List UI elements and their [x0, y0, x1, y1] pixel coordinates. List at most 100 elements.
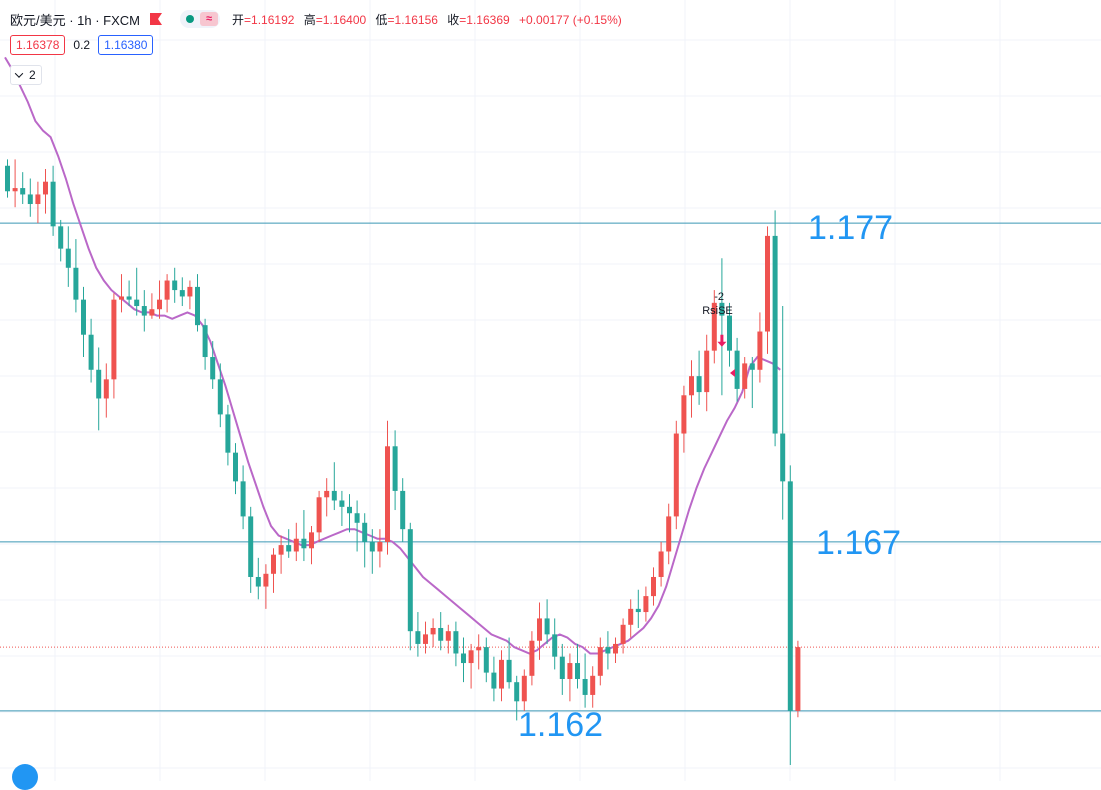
moving-average-layer	[4, 56, 781, 655]
candle-body	[468, 650, 474, 664]
candle-body	[658, 551, 664, 577]
change-value: +0.00177 (+0.15%)	[519, 12, 622, 27]
candle-body	[719, 302, 725, 316]
candle-body	[795, 647, 801, 711]
candle-body	[575, 663, 580, 679]
candle	[673, 420, 679, 530]
candle-body	[407, 529, 413, 632]
symbol-title[interactable]: 欧元/美元 · 1h · FXCM	[10, 12, 141, 28]
candle	[217, 363, 223, 428]
candle	[461, 637, 466, 683]
candle-body	[476, 647, 482, 651]
candle	[392, 430, 398, 511]
candle	[423, 621, 428, 654]
candle	[286, 529, 292, 558]
candle-body	[780, 433, 786, 482]
candle	[438, 612, 444, 651]
candle	[499, 650, 504, 702]
candle	[301, 510, 307, 562]
indicators-toggle-button[interactable]: 2	[10, 65, 42, 85]
candle	[582, 653, 588, 708]
candle	[689, 360, 694, 418]
candle	[81, 286, 86, 358]
candle	[362, 513, 368, 568]
candle	[347, 494, 352, 533]
candle-body	[377, 541, 383, 552]
candle-body	[331, 490, 337, 501]
candle-body	[5, 165, 10, 192]
candle	[468, 643, 474, 689]
candle	[407, 522, 413, 651]
candle-body	[149, 309, 155, 316]
candle	[187, 280, 193, 310]
candle	[377, 529, 383, 568]
candle-body	[438, 627, 444, 641]
candle-body	[734, 350, 740, 389]
candle-body	[73, 267, 79, 300]
candle-body	[263, 573, 269, 587]
signal-annotation[interactable]: -2 RsiSE	[702, 291, 735, 377]
candle-body	[65, 248, 71, 268]
candle	[711, 290, 717, 364]
candle-body	[286, 545, 292, 552]
candle	[179, 277, 185, 307]
candles-layer	[5, 159, 801, 766]
open-value: =1.16192	[244, 12, 295, 27]
wave-icon[interactable]: ≈	[200, 12, 219, 26]
flag-icon[interactable]	[150, 13, 163, 25]
candle	[263, 564, 269, 609]
candle	[445, 624, 451, 654]
candle	[172, 267, 178, 303]
low-label: 低	[375, 12, 388, 27]
candle-body	[354, 513, 360, 523]
candle	[613, 637, 618, 664]
bid-price[interactable]: 1.16378	[10, 35, 66, 55]
ask-price[interactable]: 1.16380	[98, 35, 154, 55]
market-open-dot-icon	[186, 15, 195, 23]
candle	[255, 557, 261, 600]
candle	[506, 637, 512, 689]
candle-body	[430, 627, 436, 635]
candle-body	[544, 618, 550, 635]
candle-body	[772, 235, 778, 434]
candle	[430, 618, 436, 648]
candle	[780, 306, 786, 520]
candle	[324, 478, 330, 517]
candle-body	[12, 188, 18, 192]
candle	[5, 159, 10, 198]
candle	[787, 465, 793, 766]
candle	[476, 634, 482, 670]
candle-body	[704, 350, 710, 393]
candle-body	[96, 369, 102, 399]
candle	[35, 181, 41, 224]
open-label: 开	[232, 12, 245, 27]
candle	[544, 599, 550, 644]
candle-body	[673, 433, 679, 517]
candle-body	[27, 194, 33, 205]
tradingview-logo-icon[interactable]	[12, 764, 38, 790]
low-value: =1.16156	[387, 12, 438, 27]
market-status-pill[interactable]: ≈	[180, 10, 221, 28]
candle	[696, 350, 702, 405]
candle	[134, 267, 140, 316]
candle	[491, 656, 497, 702]
close-label: 收	[447, 12, 460, 27]
candle	[704, 334, 710, 412]
candle-body	[742, 363, 748, 389]
indicator-count: 2	[29, 68, 36, 82]
candle	[772, 210, 778, 447]
candle	[453, 621, 459, 667]
candle	[248, 506, 254, 593]
candle-body	[552, 634, 558, 657]
candle-body	[643, 596, 649, 613]
candle-body	[316, 497, 322, 533]
candle-body	[195, 286, 200, 326]
candle-body	[506, 659, 512, 683]
candle	[149, 293, 155, 319]
chevron-down-icon	[14, 69, 24, 78]
candle	[354, 500, 360, 552]
candle-body	[385, 446, 390, 542]
